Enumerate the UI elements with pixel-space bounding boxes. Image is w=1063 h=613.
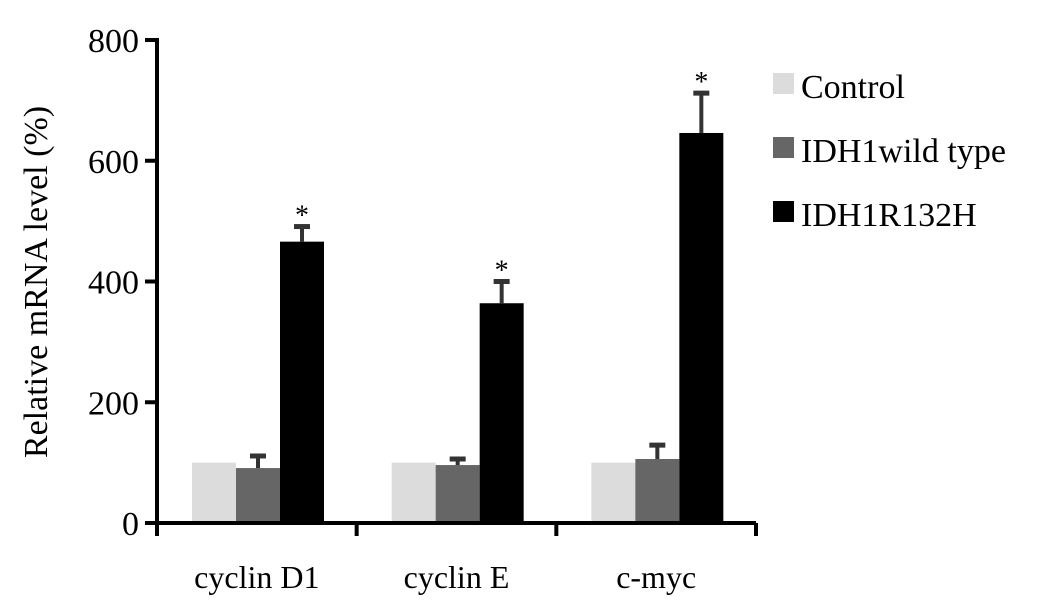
legend-swatch	[773, 137, 794, 158]
significance-marker: *	[295, 201, 309, 232]
bar-control	[192, 462, 236, 523]
y-tick-label: 600	[88, 144, 139, 181]
legend-swatch	[773, 201, 794, 222]
bar-idh1wild-type	[435, 465, 480, 523]
x-tick-label: cyclin E	[404, 559, 510, 595]
bar-idh1r132h	[479, 303, 524, 523]
y-tick-label: 200	[88, 385, 139, 422]
legend-label: IDH1wild type	[801, 133, 1006, 170]
bar-control	[391, 462, 436, 523]
x-tick-label: c-myc	[616, 559, 696, 595]
y-axis-label: Relative mRNA level (%)	[18, 106, 55, 458]
legend-label: Control	[801, 69, 905, 106]
significance-marker: *	[495, 256, 509, 287]
y-tick-label: 800	[88, 23, 139, 60]
x-axis: cyclin D1 cyclin E c-myc	[155, 521, 758, 595]
bar-idh1wild-type	[236, 468, 280, 523]
legend-swatch	[773, 73, 794, 94]
bar-control	[591, 462, 636, 523]
legend: Control IDH1wild type IDH1R132H	[773, 69, 1006, 234]
bar-idh1r132h	[280, 241, 324, 523]
x-tick-label: cyclin D1	[194, 559, 319, 595]
significance-marker: *	[694, 67, 708, 98]
y-tick-label: 0	[122, 506, 139, 543]
bars: * * *	[192, 67, 724, 524]
legend-label: IDH1R132H	[801, 197, 977, 234]
bar-idh1wild-type	[635, 459, 680, 523]
bar-idh1r132h	[679, 132, 724, 524]
y-tick-label: 400	[88, 265, 139, 302]
y-axis: 0 200 400 600 800	[88, 23, 159, 543]
